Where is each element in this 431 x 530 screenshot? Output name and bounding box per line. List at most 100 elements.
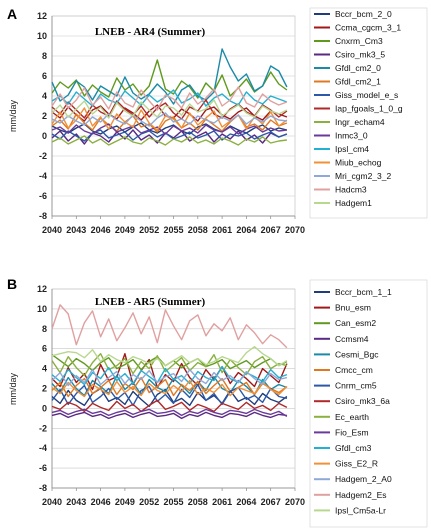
legend-entry: Ipsl_Cm5a-Lr [335,505,386,515]
y-tick-label: 10 [37,304,47,314]
y-tick-label: 4 [42,364,47,374]
series-line-ccmsm4 [51,411,287,420]
y-tick-label: -8 [39,483,47,493]
panel-a-y-tick-labels: 12 10 8 6 4 2 0 -2 -4 -6 -8 [37,11,47,221]
legend-entry: Gfdl_cm2_0 [335,63,381,73]
y-tick-label: 12 [37,284,47,294]
y-tick-label: -8 [39,211,47,221]
legend-entry: Gfdl_cm2_1 [335,77,381,87]
y-tick-label: 8 [42,51,47,61]
legend-entry: Miub_echog [335,158,382,168]
panel-a-legend-box [309,7,428,219]
legend-entry: Ccma_cgcm_3_1 [335,23,401,33]
legend-entry: Ec_earth [335,412,369,422]
y-tick-label: -4 [39,443,47,453]
x-tick-label: 2049 [115,497,135,507]
y-tick-label: 2 [42,111,47,121]
y-tick-label: 6 [42,71,47,81]
legend-entry: Hadgem2_Es [335,490,387,500]
x-tick-label: 2064 [236,497,256,507]
legend-entry: Giss_model_e_s [335,90,398,100]
panel-b: B 12 10 8 6 4 2 0 -2 -4 -6 -8 2040 2043 2046 2049 2052… [7,276,428,528]
x-tick-label: 2058 [188,225,208,235]
series-line-mri-cgm2-3-2 [51,112,287,127]
series-line-inmc3-0 [51,123,287,135]
y-tick-label: -2 [39,151,47,161]
legend-entry: Hadcm3 [335,185,367,195]
y-tick-label: 2 [42,384,47,394]
y-tick-label: 12 [37,11,47,21]
series-line-ipsl-cm4 [51,89,288,107]
series-line-hadgem-2-a0 [51,368,288,387]
x-tick-label: 2067 [261,497,281,507]
legend-entry: Cnrm_cm5 [335,381,377,391]
x-tick-label: 2043 [66,497,86,507]
series-line-gfdl-cm2-0 [51,48,288,105]
y-tick-label: 10 [37,31,47,41]
legend-entry: Mri_cgm2_3_2 [335,171,391,181]
legend-entry: Giss_E2_R [335,459,378,469]
panel-b-y-axis-label: mm/day [8,373,18,406]
panel-b-x-tick-labels: 2040 2043 2046 2049 2052 2055 2058 2061 2064 2067… [42,488,305,507]
x-tick-label: 2046 [91,497,111,507]
legend-entry: Ccmsm4 [335,334,369,344]
series-line-giss-model-e-s [51,129,288,142]
y-tick-label: 6 [42,344,47,354]
panel-a-x-tick-labels: 2040 2043 2046 2049 2052 2055 2058 2061 2064 2067… [42,216,305,235]
legend-entry: Fio_Esm [335,427,369,437]
series-line-cnxrm-cm3 [51,59,288,99]
y-tick-label: -6 [39,191,47,201]
series-line-csiro-mk3-6a [51,399,288,413]
x-tick-label: 2064 [236,225,256,235]
x-tick-label: 2055 [163,497,183,507]
series-line-cmcc-cm [51,376,288,398]
panel-a-y-axis-label: mm/day [8,100,18,133]
x-tick-label: 2046 [91,225,111,235]
legend-entry: Cesmi_Bgc [335,349,379,359]
x-tick-label: 2040 [42,497,62,507]
x-tick-label: 2049 [115,225,135,235]
series-line-bccr-bcm-2-0 [51,122,288,135]
panel-b-legend-box [309,279,428,528]
panel-a: A 12 10 8 6 4 2 0 -2 -4 -6 -8 2040 2043 2046 2049 2052… [7,6,428,235]
panel-a-series-lines [51,48,288,146]
legend-entry: Inmc3_0 [335,131,368,141]
legend-entry: Cnxrm_Cm3 [335,36,383,46]
legend-entry: Ingr_echam4 [335,117,385,127]
series-line-hadgem2-es [51,304,288,349]
x-tick-label: 2061 [212,225,232,235]
y-tick-label: 0 [42,131,47,141]
series-line-cesmi-bgc [51,374,288,397]
legend-entry: Can_esm2 [335,318,376,328]
x-tick-label: 2061 [212,497,232,507]
series-line-hadcm3 [51,86,288,111]
panel-b-y-tick-labels: 12 10 8 6 4 2 0 -2 -4 -6 -8 [37,284,47,493]
series-line-ingr-echam4 [51,135,287,146]
y-tick-label: -4 [39,171,47,181]
legend-entry: Iap_fgoals_1_0_g [335,104,403,114]
legend-entry: Csiro_mk3_6a [335,396,390,406]
panel-a-label: A [7,6,17,22]
x-tick-label: 2070 [285,225,305,235]
panel-b-series-lines [51,304,288,420]
y-tick-label: 0 [42,403,47,413]
y-tick-label: -2 [39,423,47,433]
legend-entry: Bccr_bcm_2_0 [335,9,392,19]
legend-entry: Cmcc_cm [335,365,373,375]
y-tick-label: 4 [42,91,47,101]
series-line-giss-e2-r [51,379,288,398]
legend-entry: Ipsl_cm4 [335,144,369,154]
x-tick-label: 2040 [42,225,62,235]
x-tick-label: 2070 [285,497,305,507]
series-line-cnrm-cm5 [51,383,288,407]
series-line-ipsl-cm5a-lr [51,346,288,367]
x-tick-label: 2067 [261,225,281,235]
panel-a-title: LNEB - AR4 (Summer) [95,26,206,38]
legend-entry: Csiro_mk3_5 [335,50,385,60]
legend-entry: Gfdl_cm3 [335,443,372,453]
series-line-fio-esm [51,408,288,417]
y-tick-label: 8 [42,324,47,334]
legend-entry: Hadgem1 [335,198,372,208]
x-tick-label: 2058 [188,497,208,507]
